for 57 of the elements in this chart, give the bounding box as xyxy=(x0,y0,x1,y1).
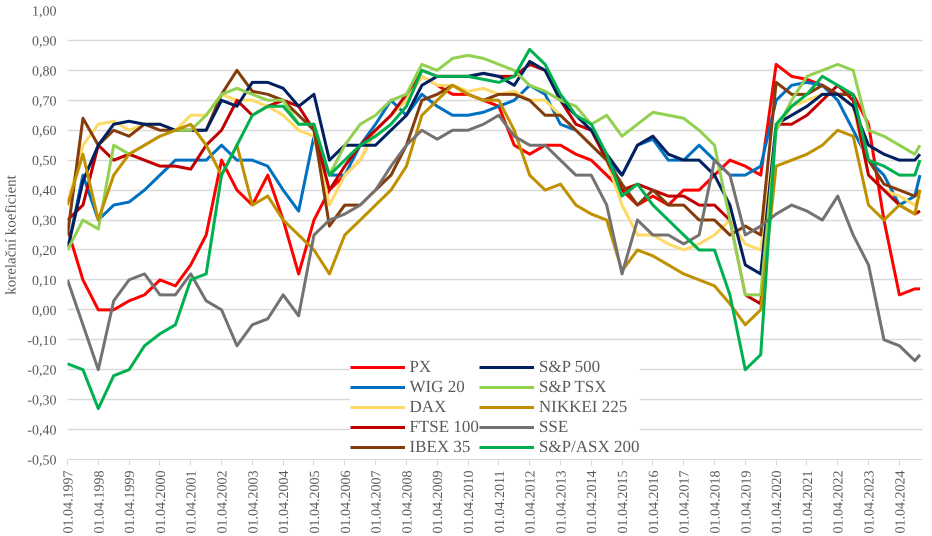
legend-label: FTSE 100 xyxy=(409,417,479,437)
x-tick-label: 01.04.2021 xyxy=(800,470,816,534)
x-tick-label: 01.04.2002 xyxy=(216,470,231,534)
x-tick-label: 01.04.2003 xyxy=(246,470,262,534)
x-tick-label: 01.04.2004 xyxy=(277,470,292,534)
x-tick-label: 01.04.2009 xyxy=(431,470,446,534)
y-tick-label: 0,80 xyxy=(32,64,56,80)
y-tick-label: -0,20 xyxy=(27,364,57,379)
x-tick-label: 01.04.2000 xyxy=(154,470,169,534)
x-tick-label: 01.04.2012 xyxy=(524,470,539,534)
y-tick-label: -0,40 xyxy=(27,424,57,439)
x-tick-label: 01.04.2018 xyxy=(708,470,724,534)
legend-label: PX xyxy=(409,357,432,377)
y-tick-label: 0,10 xyxy=(32,274,56,289)
legend-label: NIKKEI 225 xyxy=(538,397,628,417)
y-tick-label: 1,00 xyxy=(32,4,56,20)
x-tick-label: 01.04.1997 xyxy=(62,470,76,534)
x-tick-label: 01.04.2007 xyxy=(370,470,385,534)
x-tick-label: 01.04.2023 xyxy=(862,470,878,534)
x-tick-label: 01.04.2006 xyxy=(338,470,354,534)
x-tick-label: 01.04.2014 xyxy=(585,470,600,534)
y-tick-label: 0,90 xyxy=(32,34,56,50)
y-tick-label: 0,50 xyxy=(32,154,56,170)
line-series xyxy=(68,48,922,410)
legend-label: IBEX 35 xyxy=(409,437,470,457)
y-axis-title: korelační koeficient xyxy=(3,174,20,295)
x-tick-label: 01.04.2010 xyxy=(462,470,478,534)
y-tick-label: 0,60 xyxy=(32,124,56,140)
x-tick-label: 01.04.2022 xyxy=(832,470,847,534)
x-tick-label: 01.04.2001 xyxy=(184,470,200,534)
y-tick-label: 0,30 xyxy=(32,214,56,230)
x-tick-label: 01.04.1999 xyxy=(123,470,138,534)
x-tick-label: 01.04.1998 xyxy=(92,470,108,534)
y-tick-label: -0,50 xyxy=(27,454,57,468)
x-tick-label: 01.04.2005 xyxy=(308,470,323,534)
legend-label: S&P 500 xyxy=(538,357,600,377)
legend-label: SSE xyxy=(538,417,568,437)
x-tick-label: 01.04.2019 xyxy=(739,470,754,534)
y-tick-label: -0,30 xyxy=(27,394,57,409)
x-tick-label: 01.04.2013 xyxy=(554,470,570,534)
x-tick-label: 01.04.2015 xyxy=(616,470,632,534)
y-tick-label: 0,40 xyxy=(32,184,56,200)
legend-label: WIG 20 xyxy=(409,377,465,397)
x-tick-label: 01.04.2017 xyxy=(678,470,693,534)
y-tick-label: 0,70 xyxy=(32,94,56,110)
y-tick-label: 0,20 xyxy=(32,244,56,259)
line-series xyxy=(68,114,922,372)
legend-label: DAX xyxy=(409,397,446,417)
x-tick-label: 01.04.2016 xyxy=(646,470,662,534)
x-tick-label: 01.04.2011 xyxy=(492,470,508,533)
x-tick-label: 01.04.2020 xyxy=(770,470,786,534)
legend-label: S&P TSX xyxy=(538,377,606,397)
legend-label: S&P/ASX 200 xyxy=(538,437,640,457)
x-tick-label: 01.04.2008 xyxy=(400,470,416,534)
y-tick-label: 0,00 xyxy=(32,304,56,319)
x-tick-label: 01.04.2024 xyxy=(893,470,908,534)
y-tick-label: -0,10 xyxy=(27,334,57,349)
